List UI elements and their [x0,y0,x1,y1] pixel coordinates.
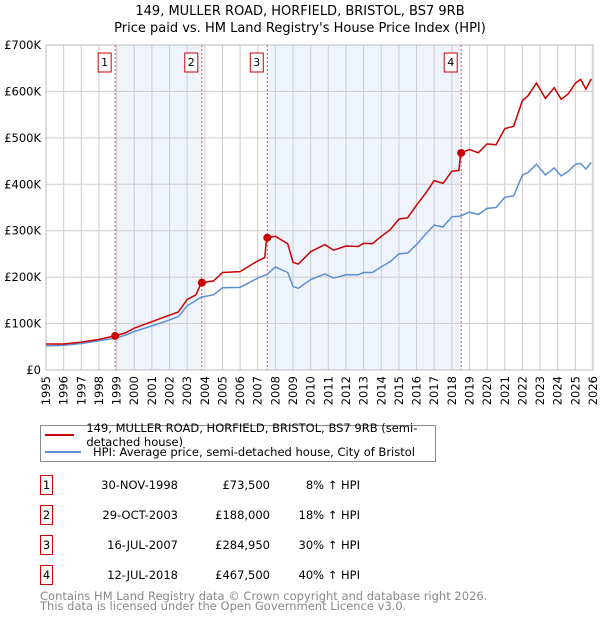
sale-row: 2 29-OCT-2003 £188,000 18% ↑ HPI [40,505,440,525]
x-tick-label: 2004 [198,376,212,405]
x-tick-label: 1999 [110,376,124,405]
sale-point [457,148,466,157]
sale-price: £284,950 [215,538,270,552]
x-tick-label: 2021 [498,376,512,405]
x-tick-label: 2020 [480,376,494,405]
y-tick-label: £0 [26,363,41,377]
sale-number: 3 [40,535,53,555]
x-tick-label: 2000 [127,376,141,405]
sale-point [197,278,206,287]
price-chart: 1995 1996 1997 1998 1999 2000 2001 2002 2003 2004… [4,38,600,405]
x-tick-label: 2023 [533,376,547,405]
sale-date: 16-JUL-2007 [107,538,178,552]
sale-label-box [249,52,264,73]
shaded-period [267,45,462,370]
y-tick-label: £500K [4,131,41,145]
sale-price: £188,000 [215,508,270,522]
sale-number: 2 [40,505,53,525]
x-tick-label: 2011 [321,376,335,405]
x-tick-label: 2015 [392,376,406,405]
property-price-line [46,78,592,345]
sale-label-box [184,52,199,73]
y-tick-label: £200K [4,270,41,284]
sale-hpi-diff: 30% ↑ HPI [298,538,360,552]
hpi-line [45,162,592,347]
x-tick-label: 2012 [339,376,353,405]
plot-border [45,44,594,371]
sale-point [263,233,272,242]
x-tick-label: 1998 [92,376,106,405]
sale-price: £467,500 [215,568,270,582]
x-tick-label: 2001 [145,376,159,405]
x-tick-label: 2024 [551,376,565,405]
legend-label: HPI: Average price, semi-detached house,… [93,445,415,459]
legend-item-property: 149, MULLER ROAD, HORFIELD, BRISTOL, BS7… [45,421,435,449]
x-tick-label: 2013 [357,376,371,405]
x-tick-label: 2025 [568,376,582,405]
x-tick-label: 2010 [304,376,318,405]
x-tick-label: 1996 [57,376,71,405]
sale-point [111,331,120,340]
sale-date: 29-OCT-2003 [102,508,178,522]
sale-number: 1 [40,475,53,495]
sale-label-number: 2 [188,56,195,69]
x-tick-label: 2003 [180,376,194,405]
x-tick-label: 1995 [39,376,53,405]
x-tick-label: 2005 [215,376,229,405]
x-tick-label: 2016 [410,376,424,405]
sale-row: 4 12-JUL-2018 £467,500 40% ↑ HPI [40,565,440,585]
footer-copyright: Contains HM Land Registry data © Crown c… [40,589,488,603]
sale-number: 4 [40,565,53,585]
y-tick-label: £600K [4,84,41,98]
y-tick-label: £700K [4,38,41,52]
future-hatch [591,45,593,370]
x-tick-label: 1997 [74,376,88,405]
red-line-swatch [45,434,75,436]
sale-label-box [443,52,458,73]
blue-line-swatch [45,451,81,453]
sale-label-box [97,52,112,73]
x-tick-label: 2002 [163,376,177,405]
sale-date: 12-JUL-2018 [107,568,178,582]
sale-label-number: 3 [253,56,260,69]
sale-row: 1 30-NOV-1998 £73,500 8% ↑ HPI [40,475,440,495]
x-tick-label: 2007 [251,376,265,405]
y-tick-label: £300K [4,224,41,238]
sale-hpi-diff: 40% ↑ HPI [298,568,360,582]
x-tick-label: 2022 [515,376,529,405]
x-tick-label: 2008 [268,376,282,405]
sale-label-number: 4 [447,56,454,69]
sale-hpi-diff: 18% ↑ HPI [298,508,360,522]
chart-subtitle: Price paid vs. HM Land Registry's House … [114,21,486,36]
x-tick-label: 2017 [427,376,441,405]
footer-licence: This data is licensed under the Open Gov… [40,599,407,613]
sale-price: £73,500 [222,478,270,492]
legend: 149, MULLER ROAD, HORFIELD, BRISTOL, BS7… [40,421,436,462]
x-tick-label: 2026 [586,376,600,405]
x-tick-label: 2018 [445,376,459,405]
legend-label: 149, MULLER ROAD, HORFIELD, BRISTOL, BS7… [86,421,418,449]
x-tick-label: 2006 [233,376,247,405]
legend-item-hpi: HPI: Average price, semi-detached house,… [45,444,415,460]
x-tick-label: 2019 [462,376,476,405]
sale-row: 3 16-JUL-2007 £284,950 30% ↑ HPI [40,535,440,555]
x-tick-label: 2009 [286,376,300,405]
sale-hpi-diff: 8% ↑ HPI [305,478,360,492]
chart-title: 149, MULLER ROAD, HORFIELD, BRISTOL, BS7… [135,4,465,19]
sale-date: 30-NOV-1998 [101,478,178,492]
y-tick-label: £100K [4,317,41,331]
shaded-period [115,45,202,370]
sale-label-number: 1 [101,56,108,69]
y-tick-label: £400K [4,177,41,191]
x-tick-label: 2014 [374,376,388,405]
